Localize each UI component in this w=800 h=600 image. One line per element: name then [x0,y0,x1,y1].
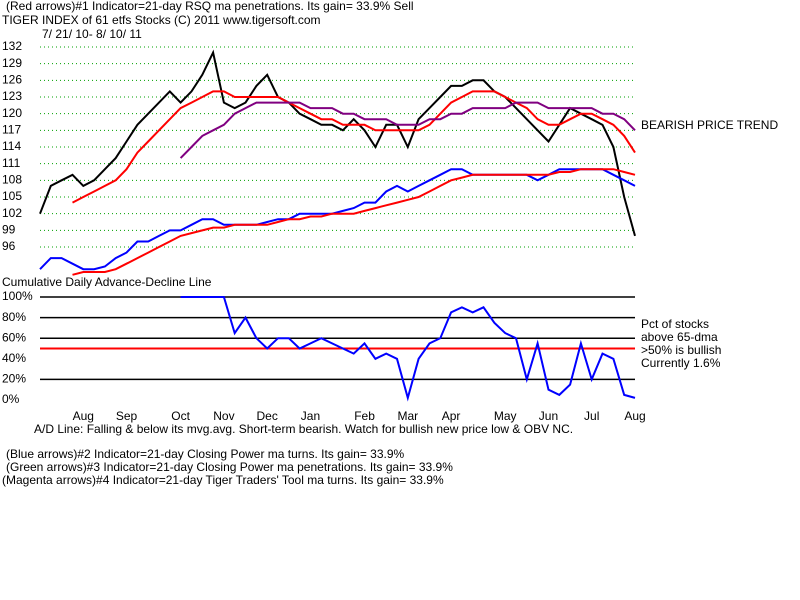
x-tick-label: Oct [171,409,190,423]
y-tick-label: 60% [2,330,26,344]
pct-label: Pct of stocks [641,317,709,331]
x-tick-label: Jun [539,409,558,423]
series-line [72,90,636,204]
x-tick-label: May [494,409,517,423]
y-tick-label: 120 [2,106,22,120]
y-tick-label: 111 [2,156,21,170]
pct-label: above 65-dma [641,330,718,344]
series-line [39,168,636,271]
y-tick-label: 100% [2,289,33,303]
y-tick-label: 132 [2,39,22,53]
x-tick-label: Apr [442,409,461,423]
y-tick-label: 40% [2,351,26,365]
y-tick-label: 80% [2,310,26,324]
y-tick-label: 126 [2,73,22,87]
y-tick-label: 114 [2,139,21,153]
chart-title: TIGER INDEX of 61 etfs Stocks (C) 2011 w… [2,13,321,27]
x-tick-label: Mar [397,409,418,423]
series-line [179,101,636,159]
signal-note: (Red arrows)#1 Indicator=21-day RSQ ma p… [6,0,414,13]
y-tick-label: 117 [2,123,21,137]
x-tick-label: Dec [257,409,278,423]
x-tick-label: Jul [584,409,599,423]
y-tick-label: 108 [2,173,22,187]
y-tick-label: 102 [2,206,22,220]
date-range: 7/ 21/ 10- 8/ 10/ 11 [42,27,142,41]
y-tick-label: 20% [2,372,26,386]
x-tick-label: Aug [73,409,94,423]
y-tick-label: 99 [2,223,16,237]
ad-note: A/D Line: Falling & below its mvg.avg. S… [34,422,573,436]
series-line [180,296,636,402]
y-tick-label: 129 [2,56,22,70]
x-tick-label: Nov [213,409,234,423]
note: (Green arrows)#3 Indicator=21-day Closin… [6,460,453,474]
pct-label: >50% is bullish [641,343,721,357]
series-line [72,168,636,276]
ad-line-label: Cumulative Daily Advance-Decline Line [2,275,212,289]
y-tick-label: 123 [2,89,22,103]
pct-label: Currently 1.6% [641,356,721,370]
y-tick-label: 105 [2,189,22,203]
x-tick-label: Aug [624,409,645,423]
trend-label: BEARISH PRICE TREND [641,118,778,132]
x-tick-label: Jan [301,409,320,423]
note: (Magenta arrows)#4 Indicator=21-day Tige… [2,473,444,487]
y-tick-label: 96 [2,239,16,253]
x-tick-label: Sep [116,409,138,423]
y-tick-label: 0% [2,392,20,406]
x-tick-label: Feb [354,409,375,423]
series-line [39,49,636,237]
note: (Blue arrows)#2 Indicator=21-day Closing… [6,447,405,461]
